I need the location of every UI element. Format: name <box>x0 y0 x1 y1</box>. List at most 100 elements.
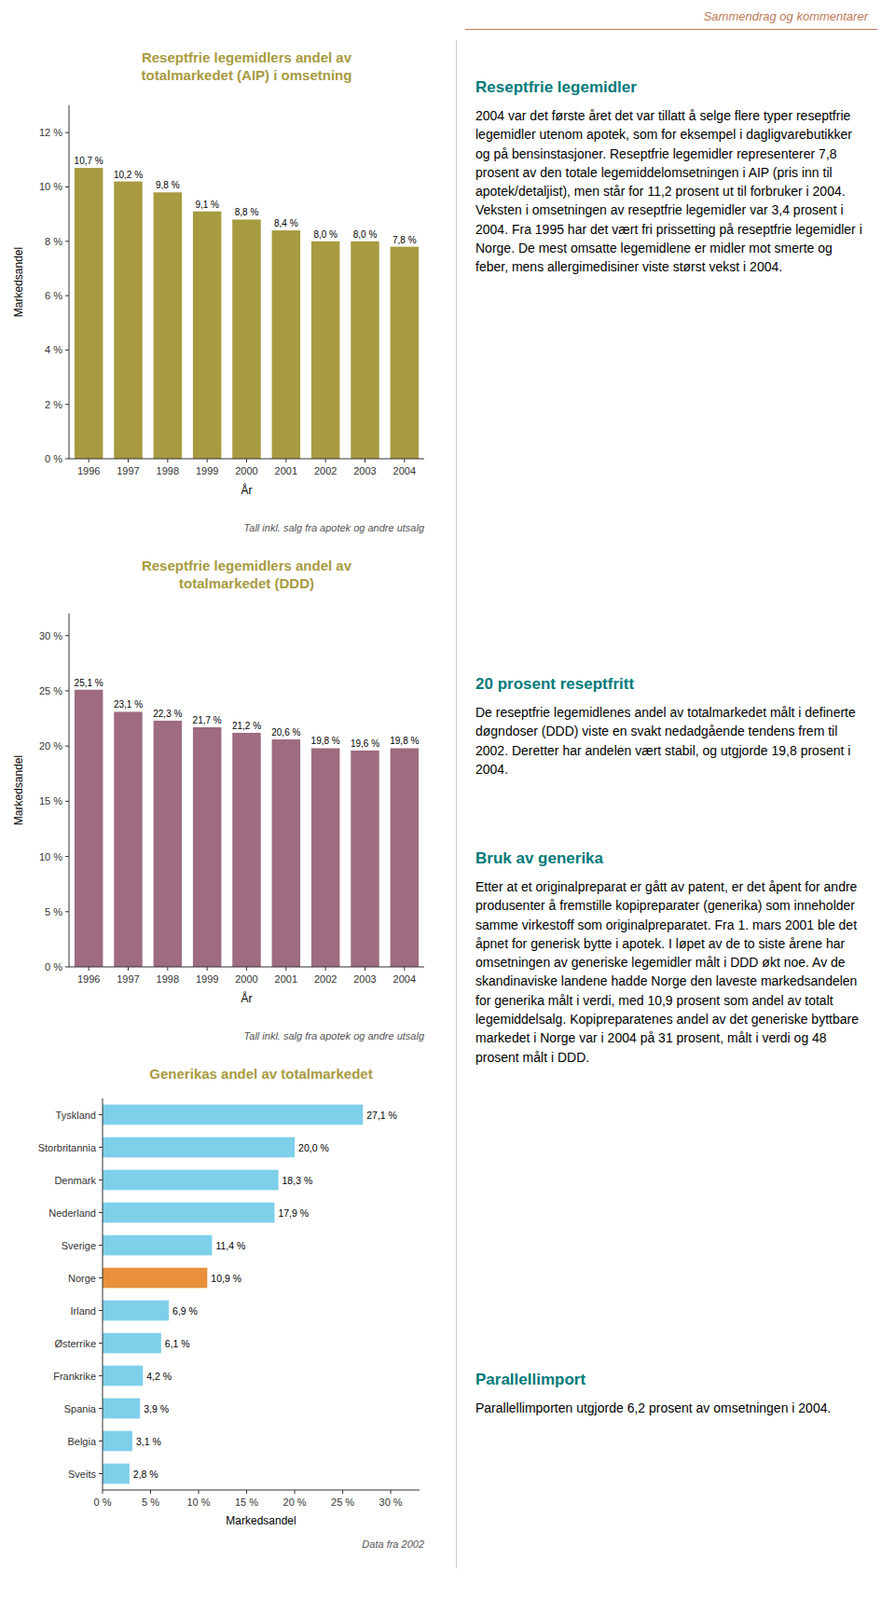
x-tick-label: 15 % <box>234 1496 259 1508</box>
x-tick <box>342 1489 344 1494</box>
x-tick-label: 2002 <box>314 465 337 477</box>
y-tick <box>98 1244 103 1246</box>
y-tick-label: Sveits <box>68 1468 97 1480</box>
y-tick-label: Denmark <box>54 1174 97 1186</box>
x-tick-label: 1999 <box>195 973 219 985</box>
y-tick-label: Storbritannia <box>38 1142 97 1154</box>
y-tick <box>65 966 69 968</box>
y-tick-label: 10 % <box>39 851 63 863</box>
page-header: Sammendrag og kommentarer <box>703 9 868 24</box>
data-label: 6,9 % <box>172 1305 198 1317</box>
data-label: 21,7 % <box>192 715 222 726</box>
y-axis-line <box>68 105 70 459</box>
x-tick <box>364 966 366 971</box>
x-axis-label: Markedsandel <box>225 1514 296 1528</box>
y-tick-label: Tyskland <box>55 1109 97 1121</box>
y-tick <box>65 186 69 188</box>
x-tick-label: 1997 <box>116 973 139 985</box>
x-tick-label: 2003 <box>353 465 376 477</box>
x-tick-label: 2003 <box>353 973 376 985</box>
section-body: Parallellimporten utgjorde 6,2 prosent a… <box>475 1398 868 1418</box>
data-label: 17,9 % <box>277 1207 309 1219</box>
x-tick <box>166 458 168 463</box>
y-tick <box>65 745 69 747</box>
section-heading: Bruk av generika <box>475 849 868 868</box>
x-tick <box>246 458 248 463</box>
data-label: 8,0 % <box>313 229 338 240</box>
data-label: 11,4 % <box>215 1239 246 1252</box>
chart: Generikas andel av totalmarkedet 2,8 % 3,1… <box>9 1058 439 1557</box>
y-tick <box>65 910 69 912</box>
bar <box>153 192 182 459</box>
bar <box>74 167 103 459</box>
bar <box>102 1170 279 1191</box>
y-tick-label: Frankrike <box>53 1370 97 1382</box>
y-tick-label: 2 % <box>44 399 63 411</box>
chart-title: Generikas andel av totalmarkedet <box>149 1065 372 1082</box>
y-tick <box>98 1211 103 1213</box>
x-tick-label: 2001 <box>275 973 298 985</box>
footnote: Tall inkl. salg fra apotek og andre utsa… <box>244 1030 426 1042</box>
y-tick <box>98 1375 103 1377</box>
x-tick <box>285 458 287 463</box>
data-label: 2,8 % <box>133 1468 159 1480</box>
bar <box>102 1235 212 1256</box>
x-tick <box>325 458 327 463</box>
bar <box>102 1300 169 1322</box>
y-tick <box>65 295 69 297</box>
title-line: totalmarkedet (AIP) i omsetning <box>141 67 353 83</box>
x-tick <box>88 458 90 463</box>
data-label: 9,1 % <box>194 199 220 210</box>
data-label: 7,8 % <box>392 234 417 246</box>
x-tick <box>127 966 129 971</box>
y-tick <box>98 1309 103 1311</box>
x-axis-line <box>102 1489 420 1491</box>
bar <box>272 230 301 459</box>
x-tick-label: 2004 <box>393 465 416 477</box>
bar <box>102 1202 275 1224</box>
data-label: 8,8 % <box>234 206 260 218</box>
y-tick-label: Østerrike <box>54 1337 97 1350</box>
y-tick-label: Sverige <box>61 1239 97 1252</box>
section-heading: 20 prosent reseptfritt <box>475 674 868 694</box>
x-tick <box>390 1489 392 1494</box>
y-tick-label: 12 % <box>39 126 63 138</box>
data-label: 3,1 % <box>136 1435 162 1447</box>
data-label: 20,0 % <box>298 1142 330 1154</box>
bars <box>74 167 419 459</box>
x-tick <box>403 458 405 463</box>
data-label: 3,9 % <box>143 1403 169 1415</box>
x-tick <box>206 966 208 971</box>
data-label: 19,8 % <box>311 735 341 746</box>
bar <box>390 747 419 967</box>
bar <box>102 1267 207 1289</box>
y-tick-label: Irland <box>69 1305 97 1317</box>
bar <box>102 1463 130 1485</box>
bar <box>102 1104 363 1126</box>
x-tick-label: 30 % <box>379 1496 403 1508</box>
title-line: Reseptfrie legemidlers andel av <box>141 557 353 574</box>
bar <box>102 1137 295 1158</box>
footnote: Tall inkl. salg fra apotek og andre utsa… <box>244 522 426 534</box>
bar <box>311 747 340 967</box>
y-tick <box>65 855 69 857</box>
y-tick <box>65 403 69 405</box>
data-label: 25,1 % <box>74 677 104 689</box>
chart-title: Reseptfrie legemidlers andel avtotalmark… <box>141 557 353 592</box>
x-tick <box>127 458 129 463</box>
data-label: 8,4 % <box>274 218 299 229</box>
x-tick <box>88 966 90 971</box>
y-tick-label: 4 % <box>44 344 63 356</box>
y-tick <box>98 1407 103 1409</box>
bars <box>102 1104 363 1485</box>
bar <box>102 1365 143 1387</box>
data-label: 23,1 % <box>113 699 143 710</box>
data-label: 4,2 % <box>146 1370 172 1382</box>
x-tick-label: 5 % <box>141 1496 160 1508</box>
y-tick <box>65 349 69 351</box>
column-separator <box>455 40 457 1569</box>
y-tick <box>65 634 69 636</box>
bar <box>232 219 261 459</box>
data-label: 19,6 % <box>350 738 380 749</box>
y-tick-label: 0 % <box>44 453 63 465</box>
